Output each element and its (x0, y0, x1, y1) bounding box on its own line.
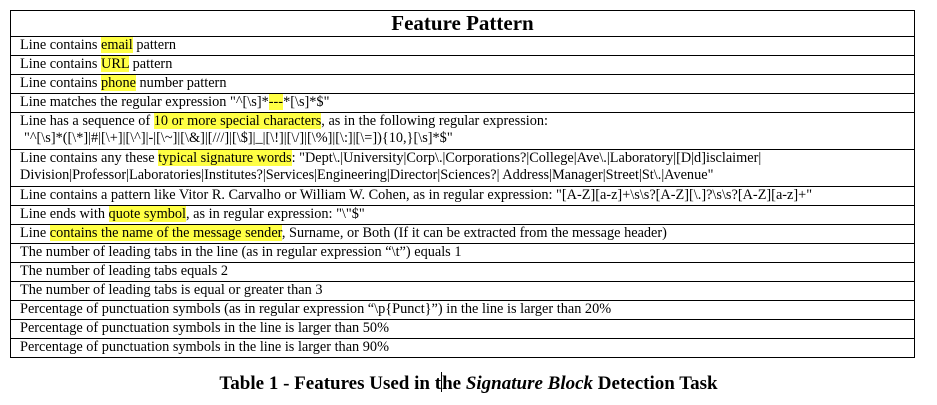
table-row: Line contains email pattern (10, 36, 915, 56)
caption-text: Table 1 - Features Used in t (219, 373, 442, 394)
cell-text: , as in regular expression: "\"$" (186, 206, 365, 223)
table-row: The number of leading tabs equals 2 (10, 262, 915, 282)
cell-text: pattern (129, 56, 173, 73)
table-header: Feature Pattern (10, 10, 915, 37)
caption-text: he (442, 373, 466, 394)
table-cell: Percentage of punctuation symbols in the… (10, 338, 915, 358)
cell-text: Percentage of punctuation symbols in the… (20, 339, 389, 356)
cell-text: Line contains (20, 56, 101, 73)
table-header-row: Feature Pattern (10, 10, 915, 37)
cell-text: *[\s]*$" (283, 94, 330, 111)
table-row: Percentage of punctuation symbols in the… (10, 338, 915, 358)
cell-text: Line (20, 225, 50, 242)
highlighted-text: quote symbol (108, 206, 186, 222)
table-cell: Line contains the name of the message se… (10, 224, 915, 244)
table-cell: Line contains email pattern (10, 36, 915, 56)
table-row: Line contains the name of the message se… (10, 224, 915, 244)
cell-text: Line contains a pattern like Vitor R. Ca… (20, 187, 813, 204)
table-row: Line contains a pattern like Vitor R. Ca… (10, 186, 915, 206)
table-cell: Line ends with quote symbol, as in regul… (10, 205, 915, 225)
cell-text: The number of leading tabs equals 2 (20, 263, 229, 280)
cell-text: Line matches the regular expression "^[\… (20, 94, 269, 111)
table-cell: Line contains any these typical signatur… (10, 149, 915, 187)
table-cell: The number of leading tabs in the line (… (10, 243, 915, 263)
table-row: Line contains any these typical signatur… (10, 149, 915, 187)
table-cell: The number of leading tabs equals 2 (10, 262, 915, 282)
table-cell: Line contains phone number pattern (10, 74, 915, 94)
cell-text: The number of leading tabs is equal or g… (20, 282, 323, 299)
table-row: Line contains phone number pattern (10, 74, 915, 94)
caption-text: Detection Task (593, 373, 718, 394)
cell-text: Line has a sequence of (20, 113, 154, 130)
highlighted-text: phone (101, 75, 136, 91)
cell-text: Line ends with (20, 206, 109, 223)
table-row: Line has a sequence of 10 or more specia… (10, 112, 915, 150)
regex-text: "^[\s]*([\*]|#|[\+]|[\^]|-|[\~]|[\&]|[//… (24, 130, 453, 146)
table-caption: Table 1 - Features Used in the Signature… (0, 372, 937, 395)
table-cell: Percentage of punctuation symbols (as in… (10, 300, 915, 320)
highlighted-text: URL (101, 56, 130, 72)
highlighted-text: email (101, 37, 133, 53)
table-row: The number of leading tabs in the line (… (10, 243, 915, 263)
table-cell: Line has a sequence of 10 or more specia… (10, 112, 915, 150)
cell-text: Line contains (20, 75, 101, 92)
cell-text: Line contains any these (20, 150, 159, 167)
cell-text: Line contains (20, 37, 101, 54)
cell-text: Percentage of punctuation symbols in the… (20, 320, 389, 337)
cell-text: : "Dept\.|University|Corp\.|Corporations… (291, 150, 762, 167)
table-row: Line contains URL pattern (10, 55, 915, 75)
table-cell: Line contains URL pattern (10, 55, 915, 75)
caption-italic-text: Signature Block (465, 373, 594, 394)
table-cell: Percentage of punctuation symbols in the… (10, 319, 915, 339)
cell-text: , Surname, or Both (If it can be extract… (281, 225, 667, 242)
text-cursor (441, 372, 443, 392)
cell-text: , as in the following regular expression… (321, 113, 549, 130)
cell-text-continued: Division|Professor|Laboratories|Institut… (20, 167, 714, 183)
highlighted-text: --- (268, 94, 284, 110)
table-row: Percentage of punctuation symbols (as in… (10, 300, 915, 320)
highlighted-text: 10 or more special characters (153, 113, 322, 129)
cell-text: Percentage of punctuation symbols (as in… (20, 301, 612, 318)
table-row: The number of leading tabs is equal or g… (10, 281, 915, 301)
feature-table: Feature Pattern Line contains email patt… (10, 10, 915, 358)
cell-text: The number of leading tabs in the line (… (20, 244, 462, 261)
cell-text: pattern (132, 37, 177, 54)
table-row: Percentage of punctuation symbols in the… (10, 319, 915, 339)
table-cell: The number of leading tabs is equal or g… (10, 281, 915, 301)
highlighted-text: contains the name of the message sender (49, 225, 282, 241)
table-row: Line matches the regular expression "^[\… (10, 93, 915, 113)
table-row: Line ends with quote symbol, as in regul… (10, 205, 915, 225)
cell-text: number pattern (135, 75, 227, 92)
table-cell: Line matches the regular expression "^[\… (10, 93, 915, 113)
table-cell: Line contains a pattern like Vitor R. Ca… (10, 186, 915, 206)
highlighted-text: typical signature words (158, 150, 292, 166)
